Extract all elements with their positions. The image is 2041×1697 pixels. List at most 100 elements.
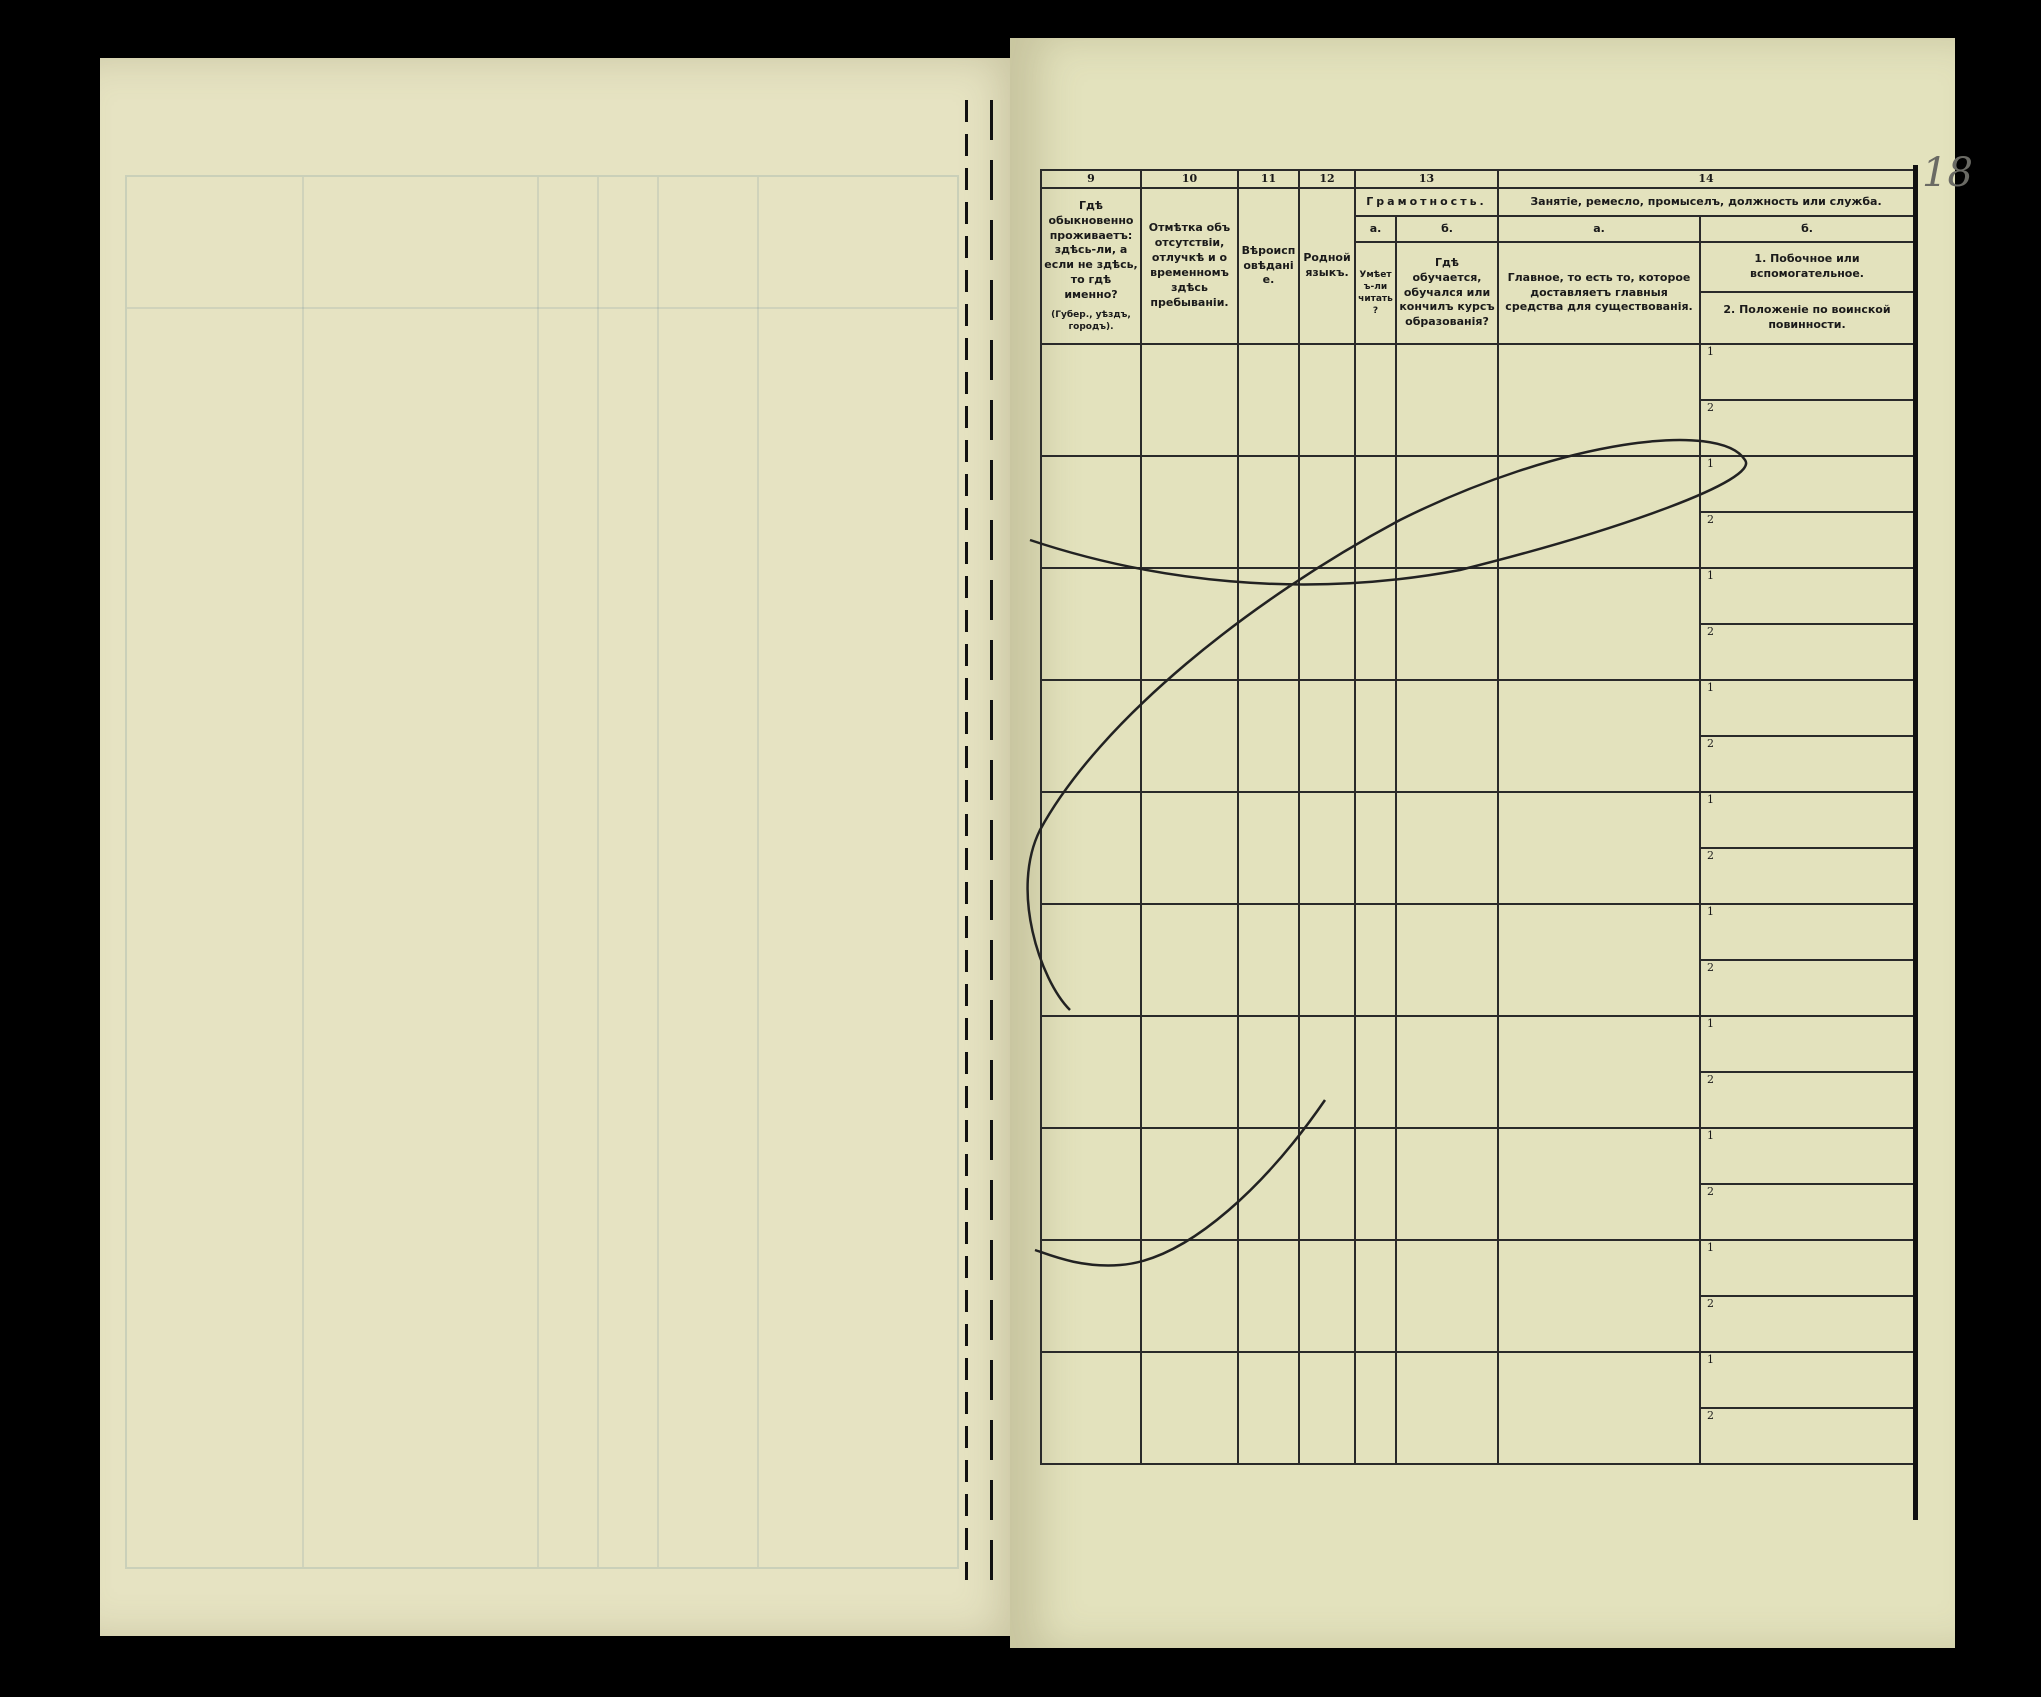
subrow-label: 2 bbox=[1699, 399, 1915, 457]
empty-cell[interactable] bbox=[1140, 903, 1239, 1017]
table-row: 2 bbox=[1041, 847, 1915, 905]
empty-cell[interactable] bbox=[1298, 1127, 1356, 1241]
empty-cell[interactable] bbox=[1497, 1351, 1701, 1465]
empty-cell[interactable] bbox=[1354, 679, 1397, 793]
empty-cell[interactable] bbox=[1497, 679, 1701, 793]
empty-cell[interactable] bbox=[1497, 455, 1701, 569]
empty-cell[interactable] bbox=[1395, 1015, 1499, 1129]
empty-cell[interactable] bbox=[1040, 791, 1142, 905]
empty-cell[interactable] bbox=[1140, 1239, 1239, 1353]
empty-cell[interactable] bbox=[1354, 791, 1397, 905]
table-border bbox=[1913, 165, 1918, 1520]
empty-cell[interactable] bbox=[1298, 791, 1356, 905]
subrow-label: 1 bbox=[1699, 1015, 1915, 1073]
handwritten-page-number: 18 bbox=[1922, 150, 1973, 196]
empty-cell[interactable] bbox=[1395, 1239, 1499, 1353]
empty-cell[interactable] bbox=[1298, 567, 1356, 681]
empty-cell[interactable] bbox=[1040, 567, 1142, 681]
empty-cell[interactable] bbox=[1237, 1015, 1300, 1129]
empty-cell[interactable] bbox=[1140, 791, 1239, 905]
col13a-letter: а. bbox=[1354, 215, 1397, 243]
empty-cell[interactable] bbox=[1395, 1127, 1499, 1241]
col14a-header: Главное, то есть то, которое доставляетъ… bbox=[1497, 241, 1701, 345]
empty-cell[interactable] bbox=[1237, 903, 1300, 1017]
table-row: 2 bbox=[1041, 1295, 1915, 1353]
empty-cell[interactable] bbox=[1040, 679, 1142, 793]
empty-cell[interactable] bbox=[1395, 791, 1499, 905]
table-row: 2 bbox=[1041, 623, 1915, 681]
col-number: 9 bbox=[1040, 169, 1142, 189]
empty-cell[interactable] bbox=[1298, 1239, 1356, 1353]
empty-cell[interactable] bbox=[1237, 455, 1300, 569]
left-page bbox=[100, 58, 1030, 1636]
col9-note: (Губер., уѣздъ, городъ). bbox=[1051, 309, 1131, 332]
subrow-label: 1 bbox=[1699, 1127, 1915, 1185]
empty-cell[interactable] bbox=[1395, 455, 1499, 569]
empty-cell[interactable] bbox=[1237, 343, 1300, 457]
subrow-label: 1 bbox=[1699, 1239, 1915, 1297]
empty-cell[interactable] bbox=[1354, 343, 1397, 457]
empty-cell[interactable] bbox=[1354, 1015, 1397, 1129]
table-row: 2 bbox=[1041, 399, 1915, 457]
table-row: 2 bbox=[1041, 1183, 1915, 1241]
empty-cell[interactable] bbox=[1237, 1351, 1300, 1465]
col12-header: Родной языкъ. bbox=[1298, 187, 1356, 345]
empty-cell[interactable] bbox=[1140, 1127, 1239, 1241]
col13b-letter: б. bbox=[1395, 215, 1499, 243]
table-row: 2 bbox=[1041, 1407, 1915, 1465]
col14b-item-1: 1. Побочное или вспомогательное. bbox=[1702, 244, 1912, 293]
empty-cell[interactable] bbox=[1354, 903, 1397, 1017]
subrow-label: 1 bbox=[1699, 343, 1915, 401]
empty-cell[interactable] bbox=[1298, 679, 1356, 793]
col14b-item-2: 2. Положеніе по воинской повинности. bbox=[1723, 303, 1891, 331]
empty-cell[interactable] bbox=[1140, 1351, 1239, 1465]
empty-cell[interactable] bbox=[1497, 1127, 1701, 1241]
col-number: 11 bbox=[1237, 169, 1300, 189]
empty-cell[interactable] bbox=[1497, 1015, 1701, 1129]
empty-cell[interactable] bbox=[1040, 1015, 1142, 1129]
perforation-line bbox=[990, 100, 993, 1580]
empty-cell[interactable] bbox=[1040, 455, 1142, 569]
empty-cell[interactable] bbox=[1354, 567, 1397, 681]
empty-cell[interactable] bbox=[1237, 1239, 1300, 1353]
empty-cell[interactable] bbox=[1040, 1351, 1142, 1465]
empty-cell[interactable] bbox=[1140, 1015, 1239, 1129]
col14b-letter: б. bbox=[1699, 215, 1915, 243]
empty-cell[interactable] bbox=[1140, 343, 1239, 457]
empty-cell[interactable] bbox=[1298, 343, 1356, 457]
empty-cell[interactable] bbox=[1354, 1239, 1397, 1353]
empty-cell[interactable] bbox=[1497, 1239, 1701, 1353]
empty-cell[interactable] bbox=[1354, 455, 1397, 569]
empty-cell[interactable] bbox=[1140, 455, 1239, 569]
empty-cell[interactable] bbox=[1298, 1351, 1356, 1465]
empty-cell[interactable] bbox=[1497, 791, 1701, 905]
empty-cell[interactable] bbox=[1354, 1351, 1397, 1465]
empty-cell[interactable] bbox=[1354, 1127, 1397, 1241]
empty-cell[interactable] bbox=[1140, 679, 1239, 793]
table-row: 2 bbox=[1041, 1071, 1915, 1129]
subrow-label: 2 bbox=[1699, 847, 1915, 905]
empty-cell[interactable] bbox=[1395, 1351, 1499, 1465]
empty-cell[interactable] bbox=[1497, 343, 1701, 457]
col14-title: Занятіе, ремесло, промыселъ, должность и… bbox=[1497, 187, 1915, 217]
empty-cell[interactable] bbox=[1497, 903, 1701, 1017]
table-row: 1 bbox=[1040, 679, 1915, 793]
empty-cell[interactable] bbox=[1237, 791, 1300, 905]
table-row: 1 bbox=[1040, 1239, 1915, 1353]
bleed-through-grid bbox=[125, 175, 959, 1569]
col-number: 12 bbox=[1298, 169, 1356, 189]
empty-cell[interactable] bbox=[1497, 567, 1701, 681]
table-row: 1 bbox=[1040, 567, 1915, 681]
empty-cell[interactable] bbox=[1237, 679, 1300, 793]
empty-cell[interactable] bbox=[1395, 903, 1499, 1017]
empty-cell[interactable] bbox=[1395, 343, 1499, 457]
subrow-label: 2 bbox=[1699, 735, 1915, 793]
col-number: 10 bbox=[1140, 169, 1239, 189]
table-row: 1 bbox=[1040, 343, 1915, 457]
empty-cell[interactable] bbox=[1040, 343, 1142, 457]
empty-cell[interactable] bbox=[1395, 567, 1499, 681]
empty-cell[interactable] bbox=[1298, 1015, 1356, 1129]
empty-cell[interactable] bbox=[1395, 679, 1499, 793]
empty-cell[interactable] bbox=[1040, 1127, 1142, 1241]
empty-cell[interactable] bbox=[1298, 903, 1356, 1017]
